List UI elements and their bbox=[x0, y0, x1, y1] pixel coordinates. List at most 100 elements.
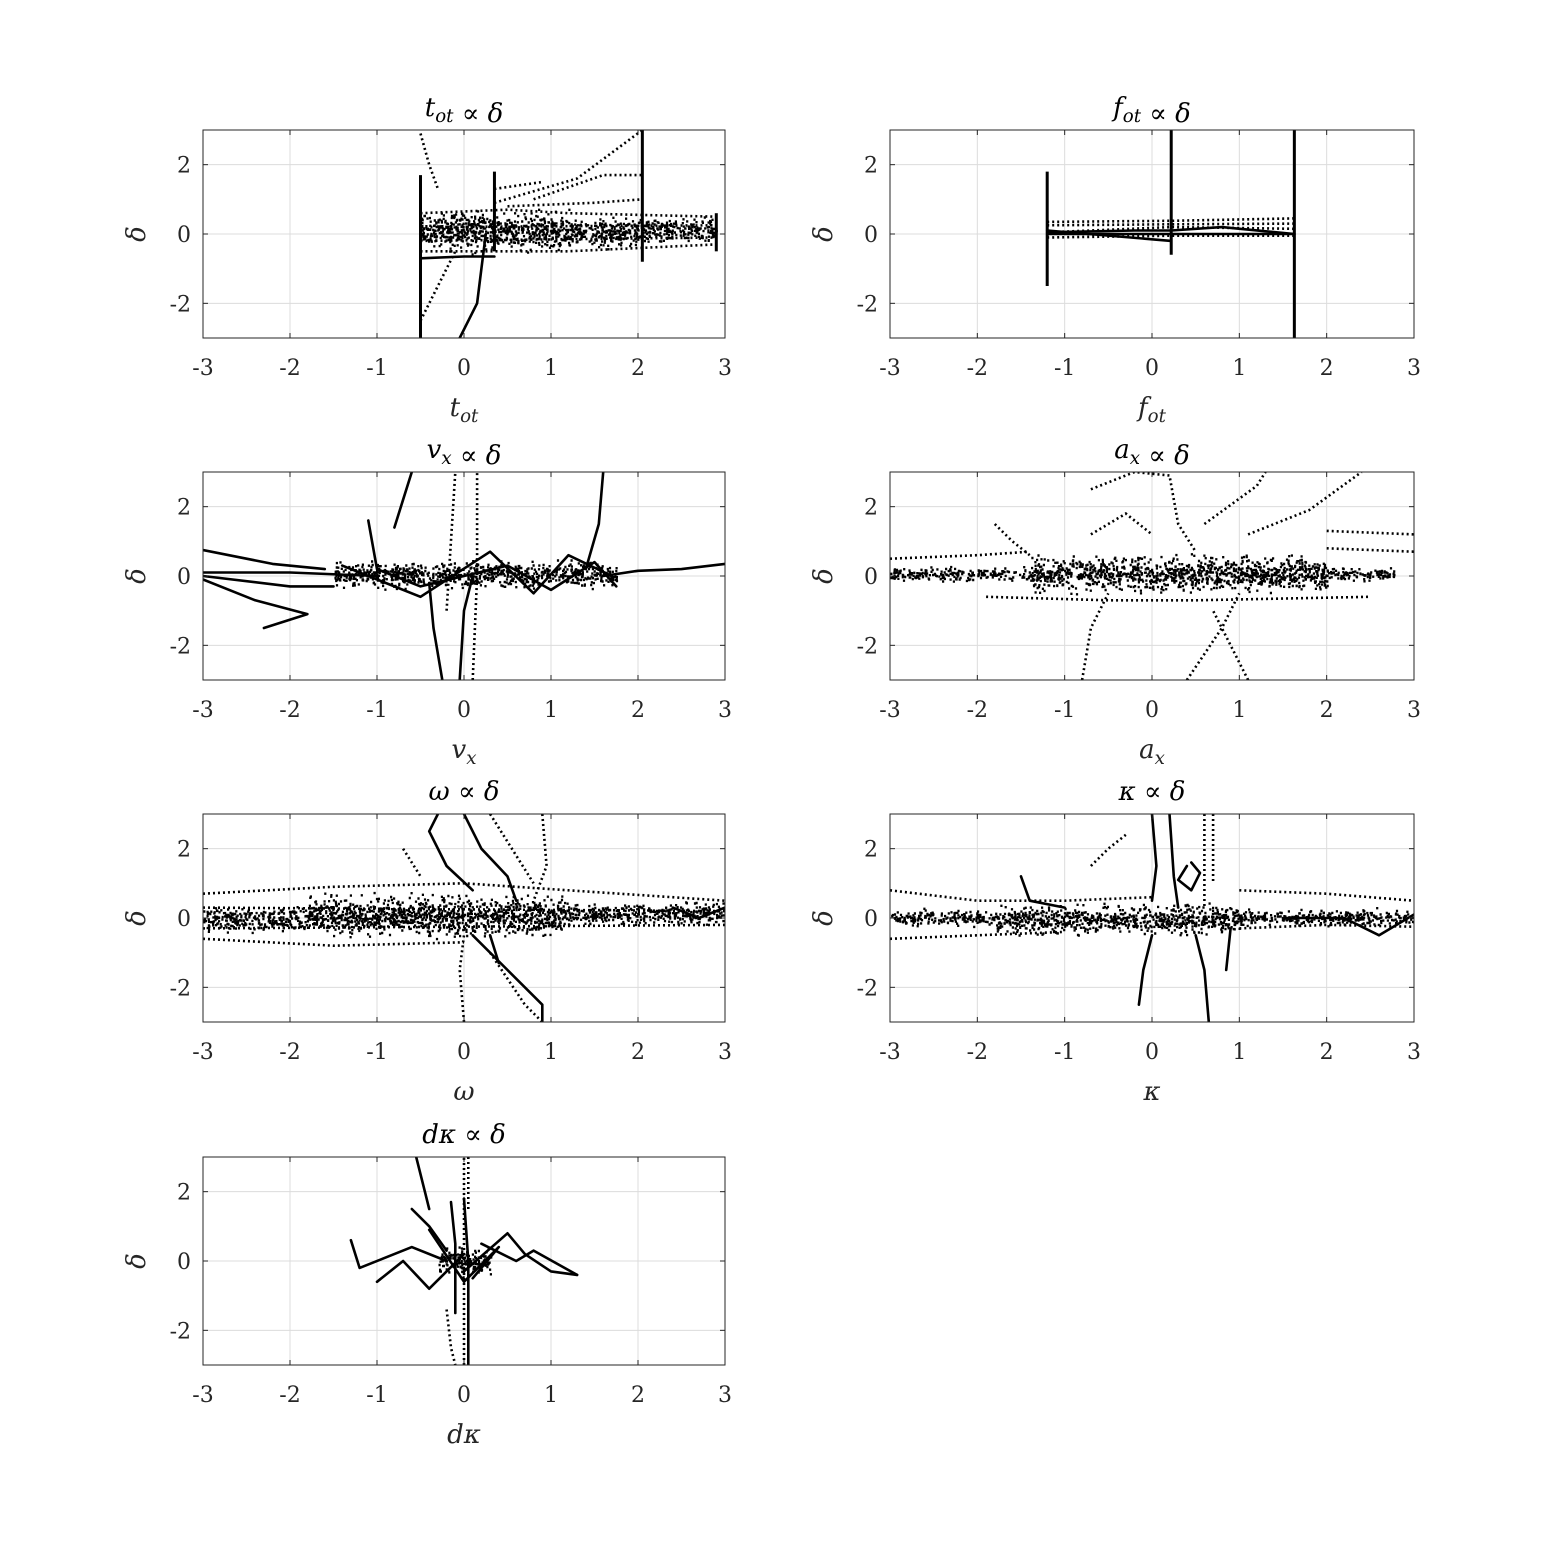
data-trace-solid bbox=[458, 574, 474, 680]
x-tick-label: -3 bbox=[192, 1040, 213, 1065]
x-tick-label: -2 bbox=[967, 356, 988, 381]
data-trace-solid bbox=[1281, 913, 1414, 937]
data-trace-solid bbox=[1168, 814, 1180, 909]
x-tick-label: 1 bbox=[544, 698, 558, 723]
x-tick-label: 2 bbox=[1320, 698, 1334, 723]
x-tick-label: 0 bbox=[457, 1383, 471, 1408]
data-trace-dotted bbox=[1247, 472, 1363, 536]
subplot-title: tot ∝ δ bbox=[425, 93, 504, 129]
data-trace-dotted bbox=[420, 236, 717, 243]
x-tick-label: -2 bbox=[967, 698, 988, 723]
data-trace-solid bbox=[340, 550, 614, 599]
data-trace-dotted bbox=[445, 472, 457, 611]
x-tick-label: 3 bbox=[1407, 1040, 1421, 1065]
data-trace-solid bbox=[393, 472, 414, 529]
data-trace-solid bbox=[488, 934, 501, 965]
y-tick-label: -2 bbox=[170, 976, 191, 1001]
data-trace-dotted bbox=[420, 224, 717, 229]
x-tick-label: 0 bbox=[457, 1040, 471, 1065]
subplot-vx: -3 -2 -1 0 1 2 3 -2 0 2 vx ∝ δ vx δ bbox=[122, 435, 732, 769]
subplot-omega: -3 -2 -1 0 1 2 3 -2 0 2 ω ∝ δ ω δ bbox=[122, 777, 732, 1107]
x-tick-label: -1 bbox=[366, 698, 387, 723]
data-trace-solid bbox=[203, 571, 379, 578]
y-axis-label: δ bbox=[809, 910, 839, 926]
x-tick-label: -3 bbox=[879, 1040, 900, 1065]
data-cluster bbox=[568, 901, 725, 927]
subplot-title: ax ∝ δ bbox=[1114, 435, 1190, 471]
y-tick-label: 2 bbox=[864, 154, 878, 179]
data-cluster bbox=[203, 906, 310, 935]
y-tick-label: 2 bbox=[177, 154, 191, 179]
subplot-tot: -3 -2 -1 0 1 2 3 -2 0 2 tot ∝ δ tot δ bbox=[122, 93, 732, 427]
x-tick-label: 0 bbox=[457, 356, 471, 381]
data-trace-dotted bbox=[203, 906, 725, 913]
x-tick-label: 0 bbox=[457, 698, 471, 723]
plot-area-tot bbox=[419, 130, 718, 338]
data-trace-dotted bbox=[445, 1309, 457, 1365]
x-tick-label: 3 bbox=[1407, 698, 1421, 723]
data-trace-solid bbox=[1224, 927, 1232, 972]
data-trace-solid bbox=[1150, 814, 1158, 902]
data-cluster bbox=[568, 216, 645, 251]
y-tick-label: -2 bbox=[857, 634, 878, 659]
y-tick-label: -2 bbox=[857, 976, 878, 1001]
x-axis-label: vx bbox=[452, 735, 477, 769]
data-trace-dotted bbox=[532, 814, 548, 902]
data-trace-solid bbox=[375, 1252, 466, 1290]
data-cluster bbox=[891, 907, 997, 929]
x-tick-label: 0 bbox=[1145, 1040, 1159, 1065]
data-trace-solid bbox=[462, 814, 518, 902]
data-trace-solid bbox=[367, 519, 618, 592]
x-tick-label: 2 bbox=[631, 1040, 645, 1065]
data-trace-dotted bbox=[986, 595, 1371, 602]
plot-area-fot bbox=[1045, 130, 1296, 338]
data-cluster bbox=[1326, 567, 1396, 583]
y-tick-label: -2 bbox=[170, 634, 191, 659]
y-axis-label: δ bbox=[809, 226, 839, 242]
x-tick-label: -1 bbox=[1054, 1040, 1075, 1065]
data-trace-dotted bbox=[890, 889, 1153, 902]
y-tick-label: 0 bbox=[864, 223, 878, 248]
data-trace-solid bbox=[203, 548, 327, 571]
plot-area-omega bbox=[203, 814, 725, 1022]
plot-area-dkappa bbox=[349, 1157, 579, 1365]
x-tick-label: -3 bbox=[192, 1383, 213, 1408]
x-tick-label: 2 bbox=[631, 698, 645, 723]
y-tick-label: 2 bbox=[864, 838, 878, 863]
x-tick-label: 3 bbox=[718, 698, 732, 723]
y-tick-label: 0 bbox=[864, 565, 878, 590]
x-tick-label: 0 bbox=[1145, 356, 1159, 381]
data-trace-dotted bbox=[488, 814, 535, 884]
data-trace-dotted bbox=[1047, 234, 1295, 239]
subplot-title: dκ ∝ δ bbox=[422, 1120, 505, 1150]
x-tick-label: -1 bbox=[1054, 356, 1075, 381]
y-tick-label: 2 bbox=[864, 496, 878, 521]
x-tick-label: 2 bbox=[631, 356, 645, 381]
data-trace-solid bbox=[203, 578, 309, 630]
x-tick-label: 2 bbox=[1320, 356, 1334, 381]
x-axis-label: ω bbox=[453, 1077, 474, 1107]
x-tick-label: 1 bbox=[544, 356, 558, 381]
data-trace-dotted bbox=[458, 935, 466, 1022]
data-trace-dotted bbox=[419, 133, 440, 190]
x-tick-label: 2 bbox=[1320, 1040, 1334, 1065]
data-cluster bbox=[307, 891, 571, 941]
y-axis-label: δ bbox=[809, 568, 839, 584]
x-tick-label: 1 bbox=[1232, 356, 1246, 381]
y-axis-label: δ bbox=[122, 568, 152, 584]
data-trace-solid bbox=[671, 906, 725, 920]
data-trace-dotted bbox=[1239, 889, 1414, 902]
data-trace-solid bbox=[471, 934, 544, 1022]
y-tick-label: -2 bbox=[170, 1319, 191, 1344]
x-tick-label: 0 bbox=[1145, 698, 1159, 723]
x-axis-label: tot bbox=[450, 393, 479, 427]
data-trace-solid bbox=[462, 1197, 470, 1365]
y-axis-label: δ bbox=[122, 226, 152, 242]
y-tick-label: 2 bbox=[177, 496, 191, 521]
data-trace-dotted bbox=[420, 243, 717, 253]
x-tick-label: 2 bbox=[631, 1383, 645, 1408]
data-trace-dotted bbox=[1185, 592, 1241, 680]
x-tick-label: -3 bbox=[192, 698, 213, 723]
